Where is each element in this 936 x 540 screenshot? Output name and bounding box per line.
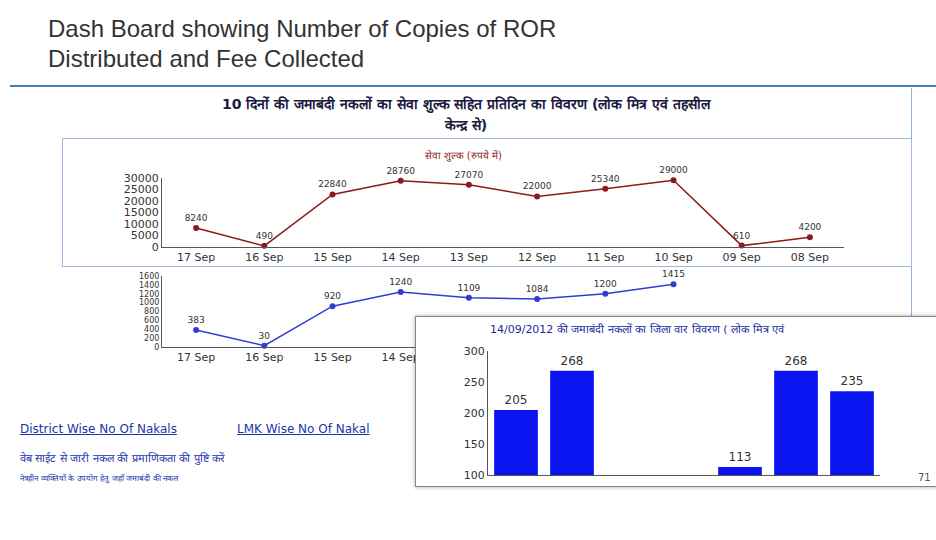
svg-text:400: 400 <box>144 325 159 334</box>
svg-text:600: 600 <box>144 316 159 325</box>
svg-text:13 Sep: 13 Sep <box>450 251 488 264</box>
svg-text:20000: 20000 <box>124 195 159 208</box>
svg-text:11 Sep: 11 Sep <box>586 251 624 264</box>
svg-text:17 Sep: 17 Sep <box>177 351 215 364</box>
svg-text:30000: 30000 <box>124 172 159 185</box>
svg-text:1600: 1600 <box>139 272 159 281</box>
svg-text:610: 610 <box>733 231 750 241</box>
html-text:71: 71 <box>918 472 931 483</box>
svg-text:17 Sep: 17 Sep <box>177 251 215 264</box>
svg-text:30: 30 <box>259 331 271 341</box>
svg-text:920: 920 <box>324 291 341 301</box>
svg-text:235: 235 <box>841 374 864 388</box>
html-text:Distributed and Fee Collected: Distributed and Fee Collected <box>48 45 365 72</box>
svg-text:10000: 10000 <box>124 218 159 231</box>
html-text:Dash Board showing Number of C: Dash Board showing Number of Copies of R… <box>48 15 557 42</box>
svg-text:100: 100 <box>464 469 485 482</box>
svg-text:205: 205 <box>505 393 528 407</box>
svg-text:12 Sep: 12 Sep <box>518 251 556 264</box>
svg-text:15000: 15000 <box>124 206 159 219</box>
svg-text:200: 200 <box>464 407 485 420</box>
svg-text:15 Sep: 15 Sep <box>313 251 351 264</box>
svg-text:490: 490 <box>256 231 273 241</box>
svg-text:200: 200 <box>144 334 159 343</box>
svg-text:25000: 25000 <box>124 183 159 196</box>
svg-text:4200: 4200 <box>798 222 821 232</box>
svg-text:0: 0 <box>152 241 159 254</box>
svg-text:0: 0 <box>154 343 159 352</box>
svg-text:25340: 25340 <box>591 174 620 184</box>
svg-text:8240: 8240 <box>185 213 208 223</box>
svg-text:14 Sep: 14 Sep <box>382 251 420 264</box>
svg-text:1240: 1240 <box>389 277 412 287</box>
svg-text:15 Sep: 15 Sep <box>313 351 351 364</box>
svg-text:1200: 1200 <box>594 279 617 289</box>
svg-text:1400: 1400 <box>139 281 159 290</box>
svg-text:14 Sep: 14 Sep <box>381 351 420 365</box>
svg-text:16 Sep: 16 Sep <box>245 351 283 364</box>
html-text:LMK Wise No Of Nakal: LMK Wise No Of Nakal <box>237 422 370 436</box>
svg-text:300: 300 <box>464 345 485 358</box>
svg-text:150: 150 <box>464 438 485 451</box>
svg-text:1109: 1109 <box>457 283 480 293</box>
svg-text:16 Sep: 16 Sep <box>245 251 283 264</box>
svg-text:22840: 22840 <box>318 179 347 189</box>
svg-text:1000: 1000 <box>139 298 159 307</box>
svg-text:268: 268 <box>561 354 584 368</box>
svg-text:383: 383 <box>188 315 205 325</box>
svg-text:सेवा शुल्क (रुपये में): सेवा शुल्क (रुपये में) <box>425 150 502 162</box>
svg-text:800: 800 <box>144 307 159 316</box>
html-text:10 दिनों की जमाबंदी नकलों का स: 10 दिनों की जमाबंदी नकलों का सेवा शुल्क … <box>222 96 710 112</box>
html-text:District Wise No Of Nakals: District Wise No Of Nakals <box>20 422 177 436</box>
svg-text:113: 113 <box>729 450 752 464</box>
svg-text:1200: 1200 <box>139 290 159 299</box>
svg-text:22000: 22000 <box>523 181 552 191</box>
svg-text:09 Sep: 09 Sep <box>723 251 761 264</box>
html-text:केन्द्र से): केन्द्र से) <box>444 117 488 133</box>
svg-text:268: 268 <box>785 354 808 368</box>
svg-text:08 Sep: 08 Sep <box>791 251 829 264</box>
svg-text:5000: 5000 <box>131 229 159 242</box>
html-text:वेब साईट से जारी नकल की प्रमाण: वेब साईट से जारी नकल की प्रमाणिकता की पु… <box>20 452 226 465</box>
svg-text:27070: 27070 <box>455 170 484 180</box>
svg-text:1415: 1415 <box>662 269 685 279</box>
svg-text:29000: 29000 <box>659 165 688 175</box>
svg-text:250: 250 <box>464 376 485 389</box>
svg-text:28760: 28760 <box>386 166 415 176</box>
svg-text:10 Sep: 10 Sep <box>654 251 692 264</box>
svg-text:14/09/2012 की जमाबंदी नकलों का: 14/09/2012 की जमाबंदी नकलों का जिला वार … <box>490 323 785 336</box>
html-text:नेत्रहीन व्यक्तियों के उपयोग ह: नेत्रहीन व्यक्तियों के उपयोग हेतु जहाँ ज… <box>20 474 179 483</box>
svg-text:1084: 1084 <box>526 284 549 294</box>
